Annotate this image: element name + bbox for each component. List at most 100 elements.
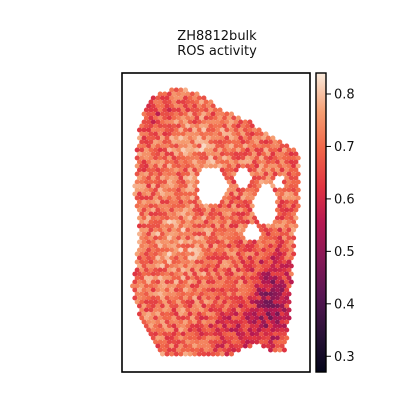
spot — [226, 291, 232, 297]
spot — [268, 323, 274, 329]
spot — [219, 351, 225, 357]
spot — [150, 263, 156, 269]
spot — [274, 247, 281, 253]
spot — [148, 259, 154, 265]
spot — [231, 283, 237, 289]
spot — [171, 147, 177, 153]
spot — [228, 335, 235, 341]
spot — [210, 287, 216, 293]
spot — [210, 239, 216, 245]
spot — [272, 171, 278, 177]
spot — [194, 147, 200, 153]
spot — [173, 207, 179, 213]
spot — [295, 179, 301, 185]
spot — [187, 199, 193, 205]
spot — [224, 207, 230, 213]
spot — [185, 99, 191, 105]
spot — [182, 303, 189, 309]
spot — [139, 307, 145, 313]
spot — [203, 339, 209, 345]
spot — [136, 191, 143, 197]
spot — [233, 303, 239, 309]
spot — [159, 151, 166, 157]
spot — [164, 207, 170, 213]
spot — [155, 343, 161, 349]
spot — [284, 287, 290, 293]
spot — [173, 215, 179, 221]
spot — [166, 235, 172, 241]
spot — [150, 127, 156, 133]
spot — [164, 311, 170, 317]
spot — [146, 303, 152, 309]
spot — [136, 215, 143, 221]
spot — [134, 251, 140, 257]
spot — [159, 127, 166, 133]
spot — [224, 295, 230, 301]
spot — [233, 215, 239, 221]
spot — [203, 331, 209, 337]
spot — [201, 263, 207, 269]
spot — [215, 303, 221, 309]
spot — [155, 207, 161, 213]
spot — [215, 247, 221, 253]
spot — [261, 295, 267, 301]
spot — [208, 307, 214, 313]
spot — [291, 147, 297, 153]
spot — [185, 187, 191, 193]
spot — [185, 131, 191, 137]
spot — [277, 155, 283, 161]
spot — [141, 191, 147, 197]
spot — [279, 295, 285, 301]
spot — [279, 167, 285, 173]
spot — [173, 191, 179, 197]
spot — [194, 211, 200, 217]
spot — [235, 155, 241, 161]
spot — [189, 259, 195, 265]
spot — [226, 299, 232, 305]
spot — [222, 347, 228, 353]
spot — [162, 107, 168, 113]
spot — [162, 91, 168, 97]
spot — [265, 319, 271, 325]
spot — [171, 139, 177, 145]
spot — [228, 271, 235, 277]
spot — [199, 291, 205, 297]
spot — [270, 159, 276, 165]
spot — [185, 211, 191, 217]
spot — [136, 175, 143, 181]
spot — [284, 199, 290, 205]
spot — [178, 215, 184, 221]
spot — [155, 135, 161, 141]
spot — [215, 263, 221, 269]
spot — [162, 291, 168, 297]
spot — [245, 243, 251, 249]
spot — [169, 119, 175, 125]
spot — [247, 143, 253, 149]
spot — [171, 123, 177, 129]
spot — [208, 315, 214, 321]
spot — [268, 147, 274, 153]
spot — [210, 247, 216, 253]
spot — [141, 223, 147, 229]
spot — [240, 227, 246, 233]
spot — [219, 199, 225, 205]
spot — [166, 211, 172, 217]
spot — [141, 255, 147, 261]
spot — [164, 183, 170, 189]
spot — [208, 235, 214, 241]
spot — [226, 115, 232, 121]
spot — [162, 219, 168, 225]
spot — [178, 119, 184, 125]
spot — [146, 111, 152, 117]
spot — [215, 111, 221, 117]
spot — [238, 191, 244, 197]
spot — [231, 171, 237, 177]
spot — [139, 243, 145, 249]
spot — [180, 347, 186, 353]
spot — [235, 227, 241, 233]
spot — [222, 315, 228, 321]
spot — [228, 279, 235, 285]
spot — [277, 291, 283, 297]
spot — [288, 223, 294, 229]
spot — [210, 271, 216, 277]
